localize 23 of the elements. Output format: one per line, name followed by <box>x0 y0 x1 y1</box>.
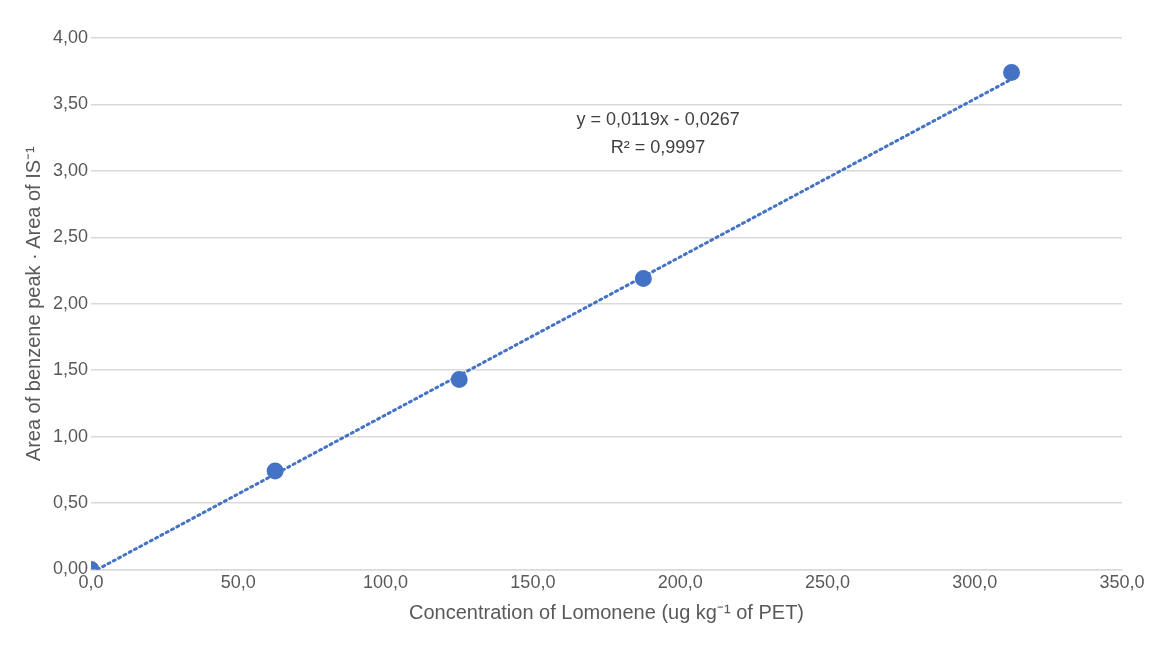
x-axis-title: Concentration of Lomonene (ug kg⁻¹ of PET) <box>409 600 805 623</box>
point <box>1003 64 1021 82</box>
y-axis-title: Area of benzene peak · Area of IS⁻¹ <box>21 145 44 462</box>
y-tick-label: 2,50 <box>52 226 89 247</box>
y-tick-label: 0,50 <box>52 491 89 512</box>
x-tick-label: 50,0 <box>220 572 256 593</box>
y-tick-label: 1,00 <box>52 425 89 446</box>
x-tick-label: 300,0 <box>952 572 998 593</box>
y-tick-label: 2,00 <box>52 292 89 313</box>
point <box>634 269 652 287</box>
point <box>450 370 468 388</box>
x-tick-label: 250,0 <box>804 572 850 593</box>
x-tick-label: 100,0 <box>363 572 409 593</box>
annotation: R² = 0,9997 <box>610 136 706 157</box>
x-tick-label: 150,0 <box>510 572 556 593</box>
annotation: y = 0,0119x - 0,0267 <box>576 108 740 129</box>
point <box>266 462 284 480</box>
x-tick-label: 200,0 <box>657 572 703 593</box>
y-tick-label: 3,50 <box>52 93 89 114</box>
y-tick-label: 3,00 <box>52 159 89 180</box>
y-tick-label: 1,50 <box>52 359 89 380</box>
y-tick-label: 4,00 <box>52 26 89 47</box>
x-tick-label: 350,0 <box>1099 572 1145 593</box>
